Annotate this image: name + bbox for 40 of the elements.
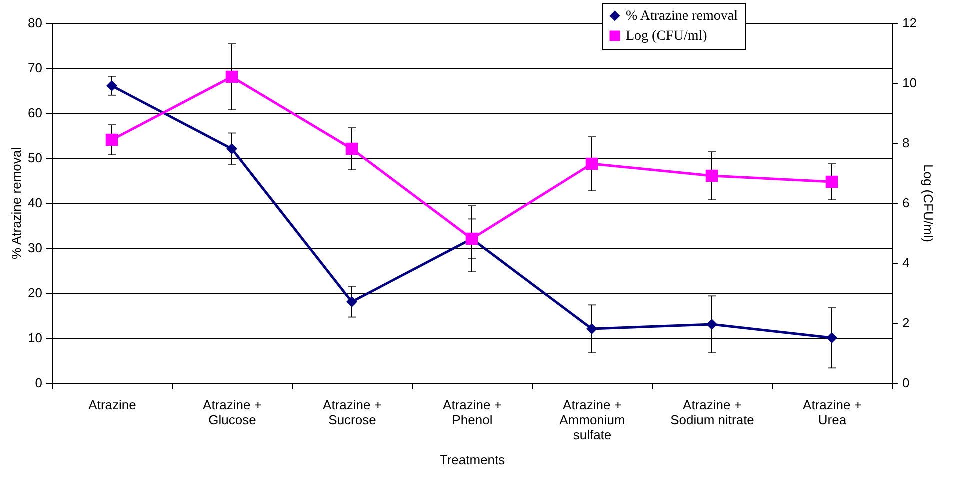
point <box>346 296 358 308</box>
y2-axis-title: Log (CFU/ml) <box>920 164 936 243</box>
x-tick-label: Atrazine <box>88 398 136 412</box>
point <box>706 319 718 330</box>
y-tick-label: 30 <box>28 240 42 256</box>
point <box>226 144 238 154</box>
y2-tick-label: 2 <box>902 316 910 330</box>
point <box>826 176 838 188</box>
y-tick-label: 80 <box>28 16 42 30</box>
y-tick-label: 40 <box>28 196 42 210</box>
y2-tick-label: 8 <box>902 136 910 150</box>
point <box>106 134 118 146</box>
y-tick-label: 70 <box>28 60 42 76</box>
y-tick-label: 50 <box>28 150 42 166</box>
y2-tick-label: 4 <box>902 256 910 270</box>
point <box>226 70 238 84</box>
point <box>586 324 598 334</box>
x-tick-label: Atrazine + Urea <box>803 398 862 428</box>
y2-tick-label: 10 <box>902 76 917 90</box>
y-axis-title: % Atrazine removal <box>9 147 24 260</box>
x-tick-label: Atrazine + Phenol <box>443 398 502 428</box>
point <box>106 80 118 92</box>
y2-tick-label: 6 <box>902 196 910 210</box>
point <box>706 170 718 182</box>
y-tick-label: 20 <box>28 286 42 300</box>
y-tick-label: 0 <box>35 376 42 390</box>
x-tick-label: Atrazine + Glucose <box>203 398 262 428</box>
point <box>346 142 358 156</box>
y2-tick-label: 12 <box>902 16 917 30</box>
x-axis-title: Treatments <box>440 452 506 468</box>
x-tick-label: Atrazine + Sodium nitrate <box>670 398 754 428</box>
point <box>826 332 838 344</box>
y-tick-label: 60 <box>28 106 42 120</box>
y-tick-label: 10 <box>28 330 42 346</box>
legend-label: Log (CFU/ml) <box>626 29 708 44</box>
legend-label: % Atrazine removal <box>626 9 738 24</box>
x-tick-label: Atrazine + Ammonium sulfate <box>560 398 626 442</box>
x-tick-label: Atrazine + Sucrose <box>323 398 382 428</box>
point <box>586 158 598 170</box>
y2-tick-label: 0 <box>902 376 910 390</box>
